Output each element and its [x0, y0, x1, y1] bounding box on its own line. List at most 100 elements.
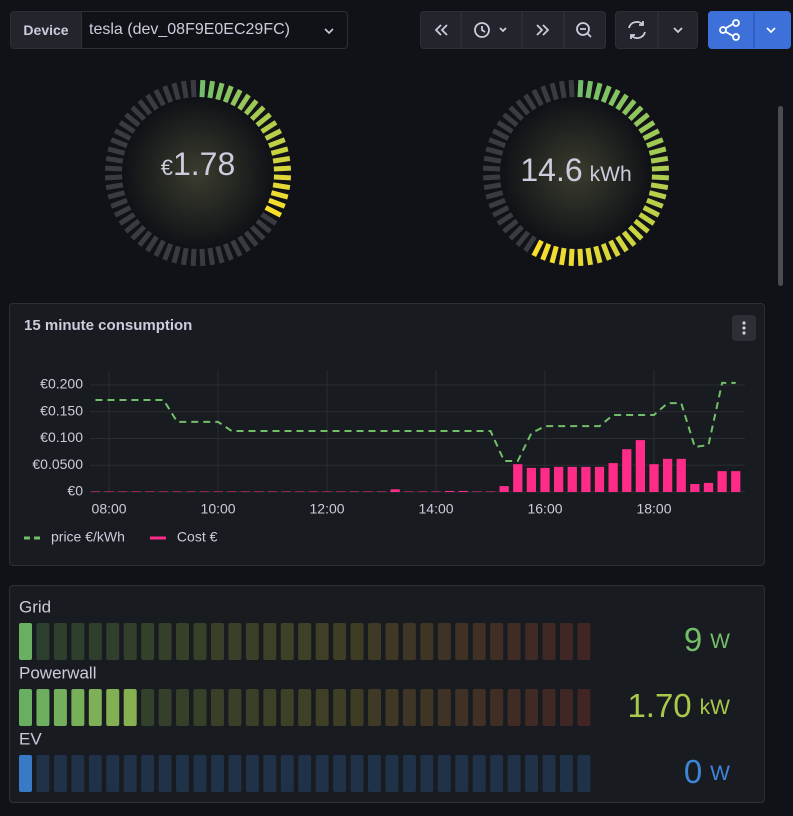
bar: [281, 491, 291, 492]
bar-gauge-cell: [106, 623, 120, 660]
bar-gauge-cell: [298, 755, 312, 792]
gauge-segment: [207, 247, 216, 266]
gauge-segment: [483, 155, 502, 164]
gauge-segment: [482, 174, 501, 181]
bar: [513, 464, 523, 492]
gauge-segment: [608, 239, 621, 257]
bar-gauge-cell: [193, 755, 207, 792]
bar-gauge-cell: [36, 623, 50, 660]
scrollbar[interactable]: [778, 106, 783, 286]
variable-picker[interactable]: Device tesla (dev_08F9E0EC29FC): [10, 11, 348, 49]
gauge-segment: [485, 190, 504, 200]
bar-gauge-cell: [158, 689, 172, 726]
gauge-segment: [230, 89, 243, 107]
gauge-segment: [558, 80, 567, 99]
bar-gauge-cell: [176, 689, 190, 726]
bar: [499, 486, 509, 492]
bar-gauge-cell: [263, 623, 277, 660]
gauge-segment: [249, 105, 266, 122]
y-tick-label: €0: [67, 483, 83, 499]
bar-gauge-unit: W: [710, 762, 730, 785]
bar-gauge-cell: [472, 689, 486, 726]
bar-gauge-cell: [315, 689, 329, 726]
y-tick-label: €0.100: [40, 429, 83, 445]
chevron: [324, 28, 334, 35]
bar-gauge-cell: [368, 689, 381, 726]
bar-gauge-cell: [525, 755, 539, 792]
bar-gauge-cell: [88, 689, 102, 726]
bar-gauge-cell: [53, 623, 67, 660]
bar: [526, 467, 537, 492]
bar-gauge-cell: [263, 755, 277, 792]
bar-gauge-cell: [559, 623, 573, 660]
bar-gauge-cell: [542, 623, 556, 660]
bar: [240, 491, 250, 492]
gauge-segment: [270, 190, 289, 200]
gauge: €1.78: [104, 79, 292, 267]
y-tick-label: €0.150: [40, 402, 83, 418]
bar: [608, 463, 618, 492]
refresh-picker[interactable]: [615, 11, 698, 49]
bar-gauge-cell: [53, 755, 67, 792]
gauge-number: 1.78: [173, 146, 235, 182]
bar: [186, 491, 196, 492]
gauge-segment: [648, 146, 667, 156]
bar-gauge-cell: [525, 623, 539, 660]
gauge-segment: [137, 230, 153, 247]
bar: [717, 471, 727, 492]
bar: [322, 491, 332, 492]
x-tick-label: 12:00: [310, 501, 345, 517]
gauge-segment: [130, 105, 147, 122]
gauge-segment: [171, 82, 181, 101]
gauge-segment: [162, 243, 174, 261]
bar-gauge-cell: [333, 623, 347, 660]
bar-gauge-cell: [525, 689, 539, 726]
bar-gauge-cell: [507, 689, 521, 726]
gauge-segment: [650, 182, 669, 191]
bar-gauge-cell: [455, 755, 469, 792]
gauge-segment: [222, 243, 234, 261]
bar-gauge-cell: [280, 755, 294, 792]
bar-gauge-cell: [123, 623, 137, 660]
gauge-segment: [124, 218, 141, 234]
bar-gauge-cell: [141, 623, 155, 660]
gauge-segment: [558, 247, 567, 266]
bar: [390, 489, 400, 492]
gauge-segment: [255, 112, 272, 128]
bar-gauge-cell: [350, 755, 364, 792]
bar-gauge-cell: [228, 689, 242, 726]
bar-gauge-cell: [420, 689, 434, 726]
bar-gauge-cell: [106, 755, 120, 792]
bar-gauge-cell: [402, 689, 416, 726]
gauge-segment: [642, 205, 660, 218]
gauge-segment: [585, 80, 594, 99]
gauge-segment: [523, 235, 537, 253]
gauge-segment: [488, 137, 506, 149]
gauge-segment: [593, 245, 603, 264]
bar-gauge-cell: [298, 623, 312, 660]
gauge-segment: [270, 146, 289, 156]
gauge-segment: [646, 137, 664, 149]
bar: [158, 491, 169, 492]
bar: [594, 466, 605, 492]
bar-gauge-unit: W: [710, 630, 730, 653]
bar-gauge-cell: [280, 689, 294, 726]
share-button[interactable]: [708, 11, 791, 49]
bar: [376, 491, 387, 492]
gauge-segment: [124, 112, 141, 128]
x-tick-label: 16:00: [527, 501, 562, 517]
bar: [404, 491, 414, 492]
bar-gauge-cell: [333, 755, 347, 792]
gauge-segment: [264, 205, 282, 218]
gauge-segment: [600, 243, 612, 261]
gauge-segment: [502, 112, 519, 128]
gauge-segment: [180, 247, 189, 266]
bar-gauge-cell: [53, 689, 67, 726]
x-tick-label: 08:00: [92, 501, 127, 517]
bar-gauge-cell: [402, 623, 416, 660]
bar-gauge-cell: [193, 623, 207, 660]
bar: [199, 491, 210, 492]
panel-menu[interactable]: [732, 315, 756, 341]
